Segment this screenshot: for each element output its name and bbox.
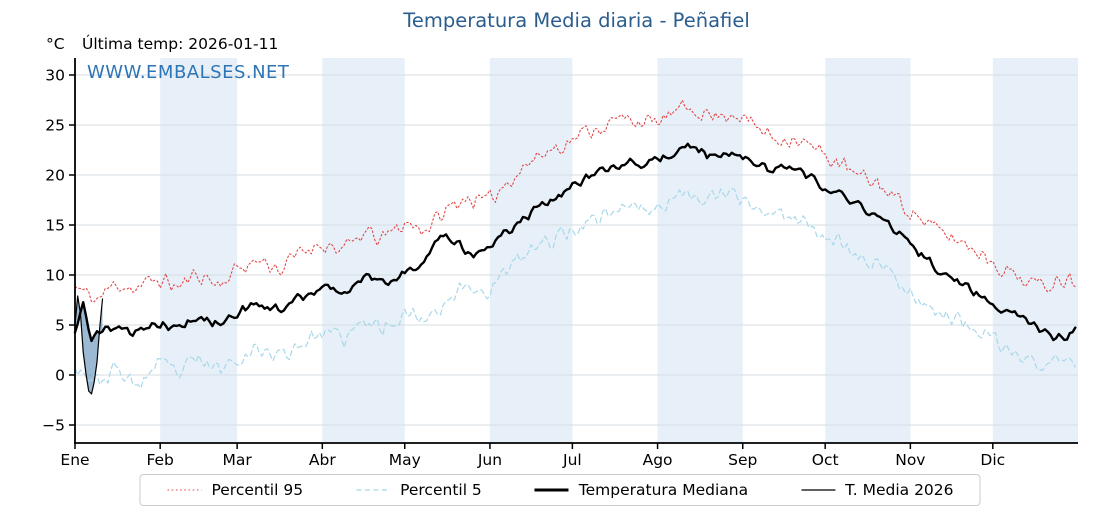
svg-text:−5: −5 — [42, 416, 65, 434]
legend-item-t-media-2026: T. Media 2026 — [800, 481, 954, 499]
svg-text:10: 10 — [45, 266, 65, 284]
legend-label-percentil-5: Percentil 5 — [400, 481, 482, 499]
last-temp-annotation: Última temp: 2026-01-11 — [82, 35, 279, 53]
svg-text:Dic: Dic — [980, 451, 1005, 469]
legend-item-percentil-95: Percentil 95 — [166, 481, 303, 499]
svg-text:Sep: Sep — [728, 451, 757, 469]
svg-text:0: 0 — [55, 366, 65, 384]
chart-title: Temperatura Media diaria - Peñafiel — [403, 9, 750, 32]
svg-text:Abr: Abr — [309, 451, 336, 469]
percentil-5-line-icon — [355, 483, 391, 497]
svg-text:Nov: Nov — [895, 451, 925, 469]
svg-text:Ene: Ene — [60, 451, 89, 469]
watermark: WWW.EMBALSES.NET — [87, 62, 290, 83]
legend-label-percentil-95: Percentil 95 — [211, 481, 304, 499]
legend-item-percentil-5: Percentil 5 — [355, 481, 482, 499]
y-axis-unit-label: °C — [46, 35, 65, 53]
svg-text:25: 25 — [45, 116, 65, 134]
t-media-2026-line-icon — [800, 483, 836, 497]
svg-text:Oct: Oct — [812, 451, 839, 469]
svg-text:Jul: Jul — [562, 451, 582, 469]
svg-text:Jun: Jun — [477, 451, 502, 469]
svg-text:20: 20 — [45, 166, 65, 184]
svg-text:30: 30 — [45, 66, 65, 84]
svg-text:Ago: Ago — [643, 451, 673, 469]
svg-text:5: 5 — [55, 316, 65, 334]
svg-text:15: 15 — [45, 216, 65, 234]
legend-label-t-media-2026: T. Media 2026 — [845, 481, 954, 499]
svg-text:Feb: Feb — [146, 451, 173, 469]
temperatura-mediana-line-icon — [534, 483, 570, 497]
legend-label-temperatura-mediana: Temperatura Mediana — [578, 481, 749, 499]
percentil-95-line-icon — [166, 483, 202, 497]
svg-text:Mar: Mar — [223, 451, 253, 469]
legend-item-temperatura-mediana: Temperatura Mediana — [534, 481, 748, 499]
legend: Percentil 95 Percentil 5 Temperatura Med… — [139, 474, 981, 506]
svg-text:May: May — [389, 451, 421, 469]
